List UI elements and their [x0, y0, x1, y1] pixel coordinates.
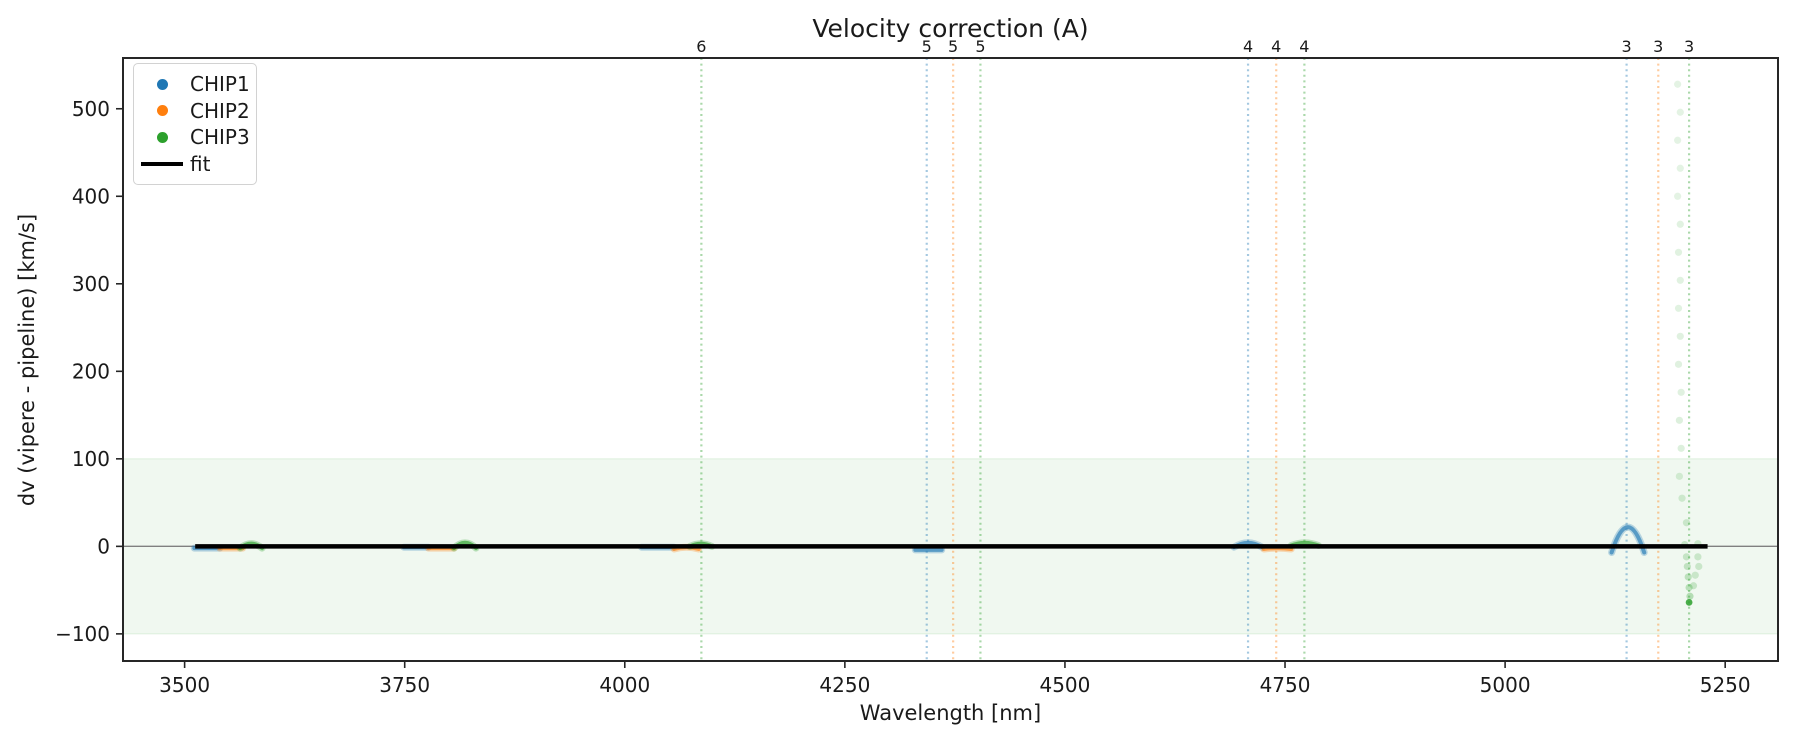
y-tick-label: 100	[72, 447, 110, 471]
y-tick-label: 300	[72, 272, 110, 296]
series-chip3-trail-point	[1675, 472, 1684, 480]
y-tick-label: −100	[55, 622, 110, 646]
series-chip3-trail-point	[1676, 108, 1684, 116]
series-chip3-trail-point	[1675, 416, 1684, 424]
series-chip3-trail-point	[1684, 573, 1692, 581]
series-chip3-trail-point	[1682, 553, 1691, 561]
legend-label: CHIP2	[190, 98, 250, 123]
series-chip3-trail-point	[1694, 553, 1702, 561]
order-label-5: 5	[922, 37, 932, 56]
legend-row-fit: fit	[140, 151, 250, 177]
order-label-3: 3	[1653, 37, 1663, 56]
y-tick-label: 500	[72, 97, 110, 121]
chip1-dot-icon	[140, 78, 184, 90]
y-axis-label: dv (vipere - pipeline) [km/s]	[15, 213, 39, 507]
order-label-6: 6	[696, 37, 706, 56]
series-chip3-trail-point	[1685, 598, 1693, 606]
y-tick-label: 200	[72, 359, 110, 383]
series-chip3-trail-point	[1686, 592, 1694, 600]
y-tick-label: 400	[72, 184, 110, 208]
series-chip3-trail-point	[1682, 519, 1691, 527]
x-tick-label: 4500	[1039, 673, 1090, 697]
legend-row-chip3: CHIP3	[140, 124, 250, 150]
order-label-5: 5	[948, 37, 958, 56]
series-chip3-trail-point	[1689, 582, 1698, 590]
x-tick-label: 5000	[1480, 673, 1531, 697]
order-label-4: 4	[1299, 37, 1309, 56]
y-tick-label: 0	[97, 534, 110, 558]
series-chip3-trail-point	[1676, 276, 1684, 284]
series-chip3-trail-point	[1674, 136, 1682, 144]
legend-row-chip2: CHIP2	[140, 98, 250, 124]
axes-spines	[122, 57, 1779, 662]
order-label-5: 5	[975, 37, 985, 56]
series-chip3-trail-point	[1683, 562, 1691, 571]
series-chip3-trail-point	[1695, 562, 1703, 571]
legend-label: CHIP3	[190, 125, 250, 150]
order-label-3: 3	[1684, 37, 1694, 56]
series-chip3-trail-point	[1685, 583, 1693, 592]
order-label-3: 3	[1621, 37, 1631, 56]
series-chip3-trail-point	[1678, 494, 1686, 502]
x-tick-label: 4000	[599, 673, 650, 697]
order-label-4: 4	[1243, 37, 1253, 56]
x-tick-label: 3500	[159, 673, 210, 697]
series-chip1-segment-5	[1609, 525, 1647, 555]
series-chip3-trail-point	[1674, 80, 1682, 88]
legend-row-chip1: CHIP1	[140, 71, 250, 97]
chart-title: Velocity correction (A)	[812, 14, 1089, 43]
x-tick-label: 5250	[1700, 673, 1751, 697]
chip3-dot-icon	[140, 131, 184, 143]
series-chip3-trail-point	[1676, 220, 1684, 228]
series-chip3-trail-point	[1676, 164, 1684, 172]
series-chip3-trail-point	[1674, 192, 1682, 200]
series-chip3-trail-point	[1677, 444, 1685, 452]
fit-line-icon	[140, 161, 184, 166]
series-chip3-trail-point	[1674, 304, 1683, 312]
order-label-4: 4	[1271, 37, 1281, 56]
series-chip3-trail-point	[1691, 571, 1699, 579]
legend-label: CHIP1	[190, 72, 250, 97]
x-axis-label: Wavelength [nm]	[859, 701, 1042, 725]
x-tick-label: 4750	[1260, 673, 1311, 697]
series-chip3-trail-point	[1674, 360, 1683, 368]
x-tick-label: 4250	[819, 673, 870, 697]
series-chip3-trail-point	[1677, 388, 1685, 396]
series-chip3-trail-point	[1676, 332, 1684, 340]
chip2-dot-icon	[140, 105, 184, 117]
legend: CHIP1 CHIP2 CHIP3 fit	[133, 63, 257, 185]
x-tick-label: 3750	[379, 673, 430, 697]
series-chip3-trail-point	[1674, 248, 1683, 256]
legend-label: fit	[190, 151, 211, 176]
